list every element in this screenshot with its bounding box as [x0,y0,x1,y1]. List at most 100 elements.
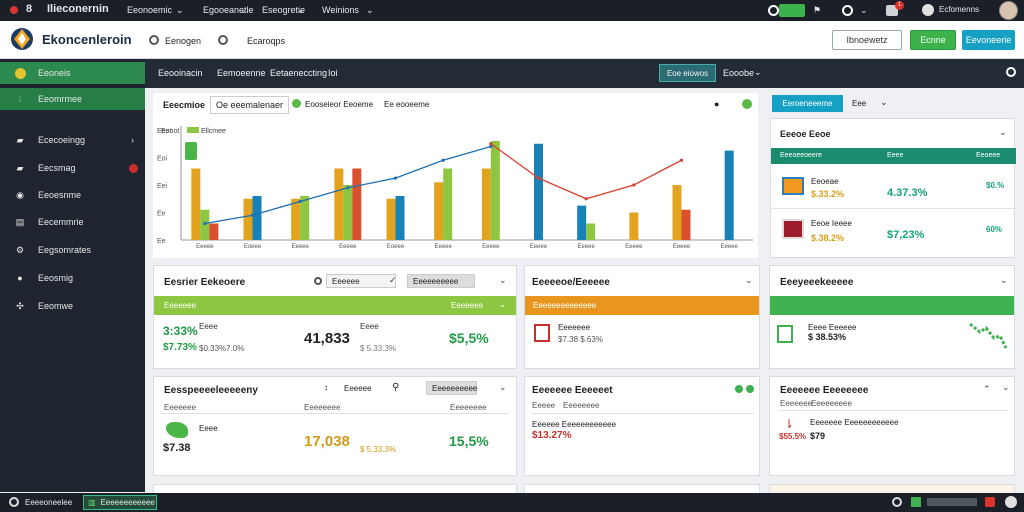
power-icon[interactable] [9,497,19,507]
link-icon[interactable]: ⚲ [392,382,400,393]
flag-icon[interactable]: ⚑ [813,5,822,15]
card-search[interactable]: Eeeeee [326,274,396,288]
pin-icon[interactable]: ● [714,99,720,109]
card-filter-button[interactable]: Eeeeeeeeee [426,381,477,395]
outline-button[interactable]: Ibnoewetz [832,30,902,50]
bar [534,143,543,240]
x-tick-label: Eoeee [387,244,405,250]
chevron-down-icon[interactable]: ⌄ [745,275,753,285]
bar [724,150,734,240]
app-header: Ekoncenleroin Eenogen Ecaroqps Ibnoewetz… [0,21,1024,59]
chevron-up-icon[interactable]: ⌃ [983,384,991,394]
refresh-icon[interactable] [742,99,752,109]
app-title: Ilieconernin [47,3,109,15]
table-row[interactable]: Eeoeae $.33.2% 4.37.3% $0.% [771,169,1016,209]
footer-tab[interactable]: ▥ Eeeeeeeeeeee [83,495,157,510]
top-menu-1[interactable]: Egooeanetle [203,5,254,15]
chevron-down-icon[interactable]: ⌄ [499,382,507,392]
chevron-down-icon[interactable]: ⌄ [880,97,888,107]
user-icon[interactable] [922,4,934,16]
card-filter-button[interactable]: Eeeeeeeeee [407,274,475,288]
check-icon[interactable]: ✓ [389,275,397,285]
trend-line-blue-point [346,186,350,190]
card-item: Eeeeee Eeeeeeeeeeee [532,420,617,429]
x-tick-label: Eoeee [244,244,262,250]
sidebar-item-3[interactable]: ▰ Eecsmag [0,157,145,179]
sidebar-item-8[interactable]: ✣ Eeomwe [0,295,145,317]
sidebar-item-2[interactable]: ▰ Ececoeingg › [0,129,145,151]
chevron-down-icon: ⌄ [176,5,184,15]
status-dot-icon [735,385,743,393]
sidebar-item-4[interactable]: ◉ Eeoesnme [0,184,145,206]
card-item: Eeeeeee [558,323,591,332]
user-name[interactable]: Ecfomenns [939,5,980,14]
subnav-item-1[interactable]: Eemoeenne [217,68,266,78]
header-link-0[interactable]: Eenogen [165,36,202,46]
trend-line-red-point [536,176,541,180]
check-circle-icon [292,99,301,108]
metric-mid: 17,038 [304,433,350,450]
card-divider [162,413,508,414]
record-icon [10,6,18,14]
sidebar-item-0[interactable]: Eeoneis [0,62,145,84]
subnav-item-2[interactable]: Eetaeneccting [270,68,328,78]
sidebar-item-label: Eecsmag [38,163,76,173]
top-menu-0[interactable]: Eeonoemic [127,5,173,15]
avatar[interactable] [999,1,1018,20]
card-sales-volume: Eeeeeoe/Eeeeee ⌄ Eeeeeeeeeeeeee Eeeeeee … [524,265,760,369]
right-tab-2[interactable]: Eee [852,99,867,108]
chevron-down-icon[interactable]: ⌄ [999,127,1007,137]
clock-icon[interactable] [842,5,853,16]
metric-left-2: $7.73% [163,342,197,353]
sidebar-item-1[interactable]: ⦙ Eeomrmee [0,88,145,110]
row-value: $7,23% [887,229,925,241]
bar [490,141,500,240]
top-menu-2[interactable]: Eseogretie [262,5,306,15]
toggle-switch[interactable] [779,4,805,17]
sidebar-item-label: Ececoeingg [38,135,86,145]
green-square-icon[interactable] [911,497,921,507]
card-search[interactable]: Eeeeee [339,381,389,395]
column-label: Eeeeeeee [450,403,487,412]
top-menu-3[interactable]: Weinions [322,5,359,15]
circle-icon[interactable] [892,497,902,507]
sidebar-item-5[interactable]: ▤ Eecemmrie [0,211,145,233]
red-badge-icon[interactable] [985,497,995,507]
notifications-icon[interactable] [886,5,898,16]
chart-tab-2[interactable]: Eooseieor Eeoeme [305,100,374,109]
column-label: Eeeee [532,401,556,410]
card-market-overview: Eesrier Eekeoere Eeeeee ✓ Eeeeeeeeee ⌄ E… [153,265,517,369]
company-logo-icon [782,177,804,195]
metric-right: 15,5% [449,433,489,449]
sidebar-item-6[interactable]: ⚙ Eegsomrates [0,239,145,261]
sidebar-item-label: Eegsomrates [38,245,92,255]
subnav-item-0[interactable]: Eeooinacin [158,68,203,78]
subnav-chip[interactable]: Eoe eiowos [659,64,716,82]
chevron-down-icon: ⌄ [366,5,374,15]
trend-line-blue-point [489,144,493,149]
sidebar-item-label: Eecemmrie [38,217,84,227]
subnav-item-3[interactable]: Ioi [328,68,338,78]
x-tick-label: Eeeee [339,244,357,250]
chart-tab-3[interactable]: Ee eooeeme [384,100,430,109]
teal-button[interactable]: Eevoneerie [962,30,1015,50]
green-button[interactable]: Ecnne [910,30,956,50]
subnav-dropdown[interactable]: Eooobe [723,68,755,78]
right-tab-active[interactable]: Eeroeneeeme [772,95,843,112]
chart-tab-0[interactable]: Eeecmioe [163,100,206,110]
chevron-down-icon[interactable]: ⌄ [1000,275,1008,285]
y-tick-label: Eeot [157,128,171,135]
search-icon[interactable] [1006,67,1016,77]
user-icon[interactable] [1005,496,1017,508]
bar [629,212,639,240]
chevron-down-icon[interactable]: ⌄ [1002,382,1010,392]
app-number: 8 [26,3,33,15]
sidebar-item-7[interactable]: ● Eeosmig [0,267,145,289]
teal-button-label: Eevoneerie [965,35,1012,45]
sort-icon[interactable]: ↕ [324,383,328,392]
chevron-down-icon[interactable]: ⌄ [499,275,507,285]
card-value: $13.27% [532,430,572,441]
chart-tab-1[interactable]: Oe eeemalenaer [210,96,290,114]
header-link-1[interactable]: Ecaroqps [247,36,286,46]
table-row[interactable]: Eeoe Ieeee $.38.2% $7,23% 60% [771,211,1016,251]
